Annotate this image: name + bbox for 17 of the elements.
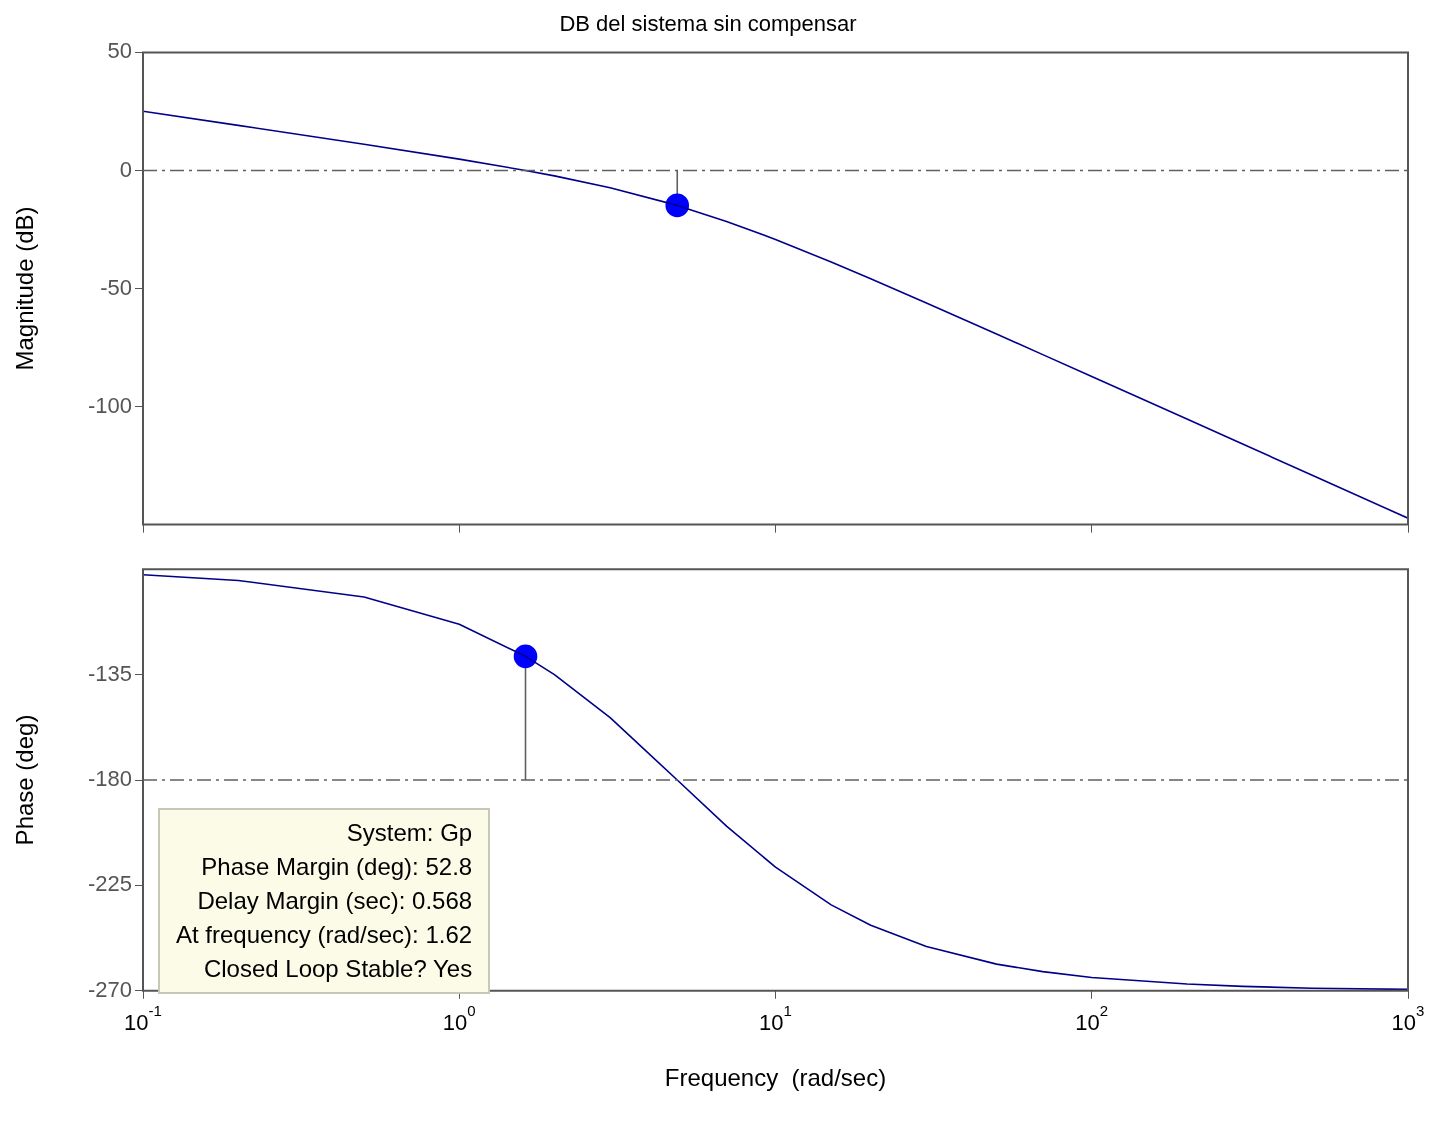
annotation: System: Gp xyxy=(345,818,473,848)
chart-title: DB del sistema sin compensar xyxy=(559,11,857,37)
y-tick-label: -100 xyxy=(87,392,132,418)
x-axis-title: Frequency (rad/sec) xyxy=(664,1064,887,1092)
annotation: At frequency (rad/sec): 1.62 xyxy=(176,920,473,950)
y-axis-title: Magnitude (dB) xyxy=(11,206,39,371)
y-tick-label: -270 xyxy=(87,976,132,1002)
annotation: Phase Margin (deg): 52.8 xyxy=(200,852,473,882)
y-tick-label: -135 xyxy=(87,660,132,686)
y-tick-label: 0 xyxy=(119,156,132,182)
y-tick-label: 50 xyxy=(107,38,132,64)
y-tick-label: -225 xyxy=(87,871,132,897)
y-axis-title: Phase (deg) xyxy=(11,714,39,846)
y-tick-label: -180 xyxy=(87,766,132,792)
y-tick-label: -50 xyxy=(100,274,132,300)
annotation: Delay Margin (sec): 0.568 xyxy=(196,886,473,916)
annotation: Closed Loop Stable? Yes xyxy=(202,954,473,984)
